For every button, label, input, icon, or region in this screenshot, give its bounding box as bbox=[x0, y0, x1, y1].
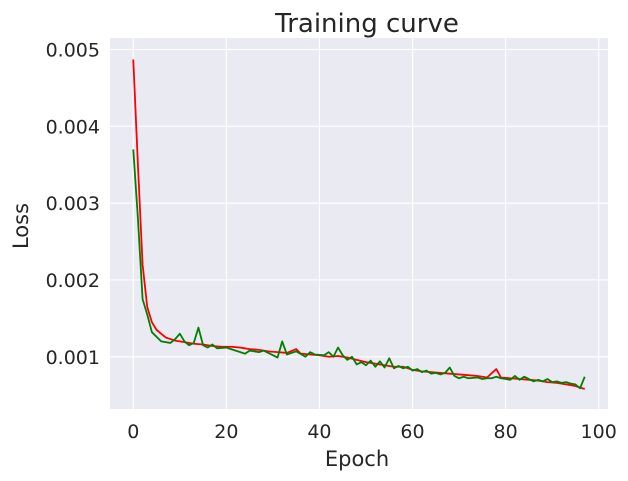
plot-area bbox=[110, 38, 608, 409]
x-tick-labels: 0 20 40 60 80 100 bbox=[127, 421, 617, 443]
x-tick-label: 0 bbox=[127, 421, 139, 443]
series-line-2 bbox=[132, 149, 586, 390]
x-tick-label: 80 bbox=[494, 421, 518, 443]
series-line-1 bbox=[132, 59, 586, 390]
y-tick-label: 0.002 bbox=[46, 270, 100, 292]
series-lines bbox=[132, 59, 586, 390]
y-tick-label: 0.001 bbox=[46, 347, 100, 369]
chart-title: Training curve bbox=[274, 9, 459, 39]
y-tick-label: 0.005 bbox=[46, 40, 100, 62]
y-axis-label: Loss bbox=[9, 203, 33, 249]
y-tick-labels: 0.001 0.002 0.003 0.004 0.005 bbox=[46, 40, 100, 369]
x-tick-label: 100 bbox=[581, 421, 617, 443]
x-tick-label: 20 bbox=[214, 421, 238, 443]
x-tick-label: 60 bbox=[400, 421, 424, 443]
grid-lines bbox=[110, 38, 608, 409]
y-tick-label: 0.003 bbox=[46, 193, 100, 215]
x-axis-label: Epoch bbox=[325, 447, 389, 471]
x-tick-label: 40 bbox=[307, 421, 331, 443]
y-tick-label: 0.004 bbox=[46, 116, 100, 138]
